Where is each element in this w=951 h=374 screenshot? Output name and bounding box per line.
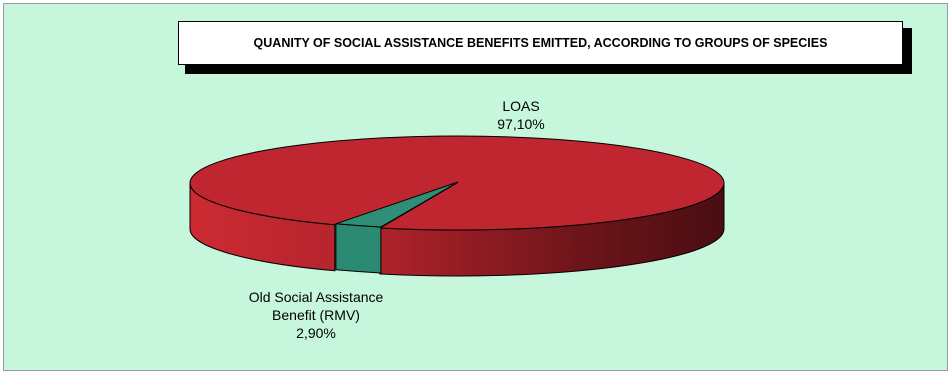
chart-title: QUANITY OF SOCIAL ASSISTANCE BENEFITS EM… bbox=[178, 21, 903, 65]
slice-label-rmv-name-line2: Benefit (RMV) bbox=[272, 307, 360, 323]
pie-slice-side-rmv bbox=[335, 223, 382, 274]
slice-label-loas-value: 97,10% bbox=[497, 116, 544, 132]
slice-label-loas-name: LOAS bbox=[502, 98, 539, 114]
slice-label-rmv-name-line1: Old Social Assistance bbox=[249, 289, 384, 305]
pie-slice-rmv bbox=[335, 181, 459, 228]
slice-label-rmv-value: 2,90% bbox=[296, 325, 336, 341]
